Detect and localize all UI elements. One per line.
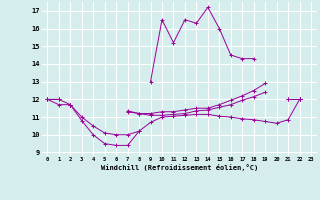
X-axis label: Windchill (Refroidissement éolien,°C): Windchill (Refroidissement éolien,°C) bbox=[100, 164, 258, 171]
